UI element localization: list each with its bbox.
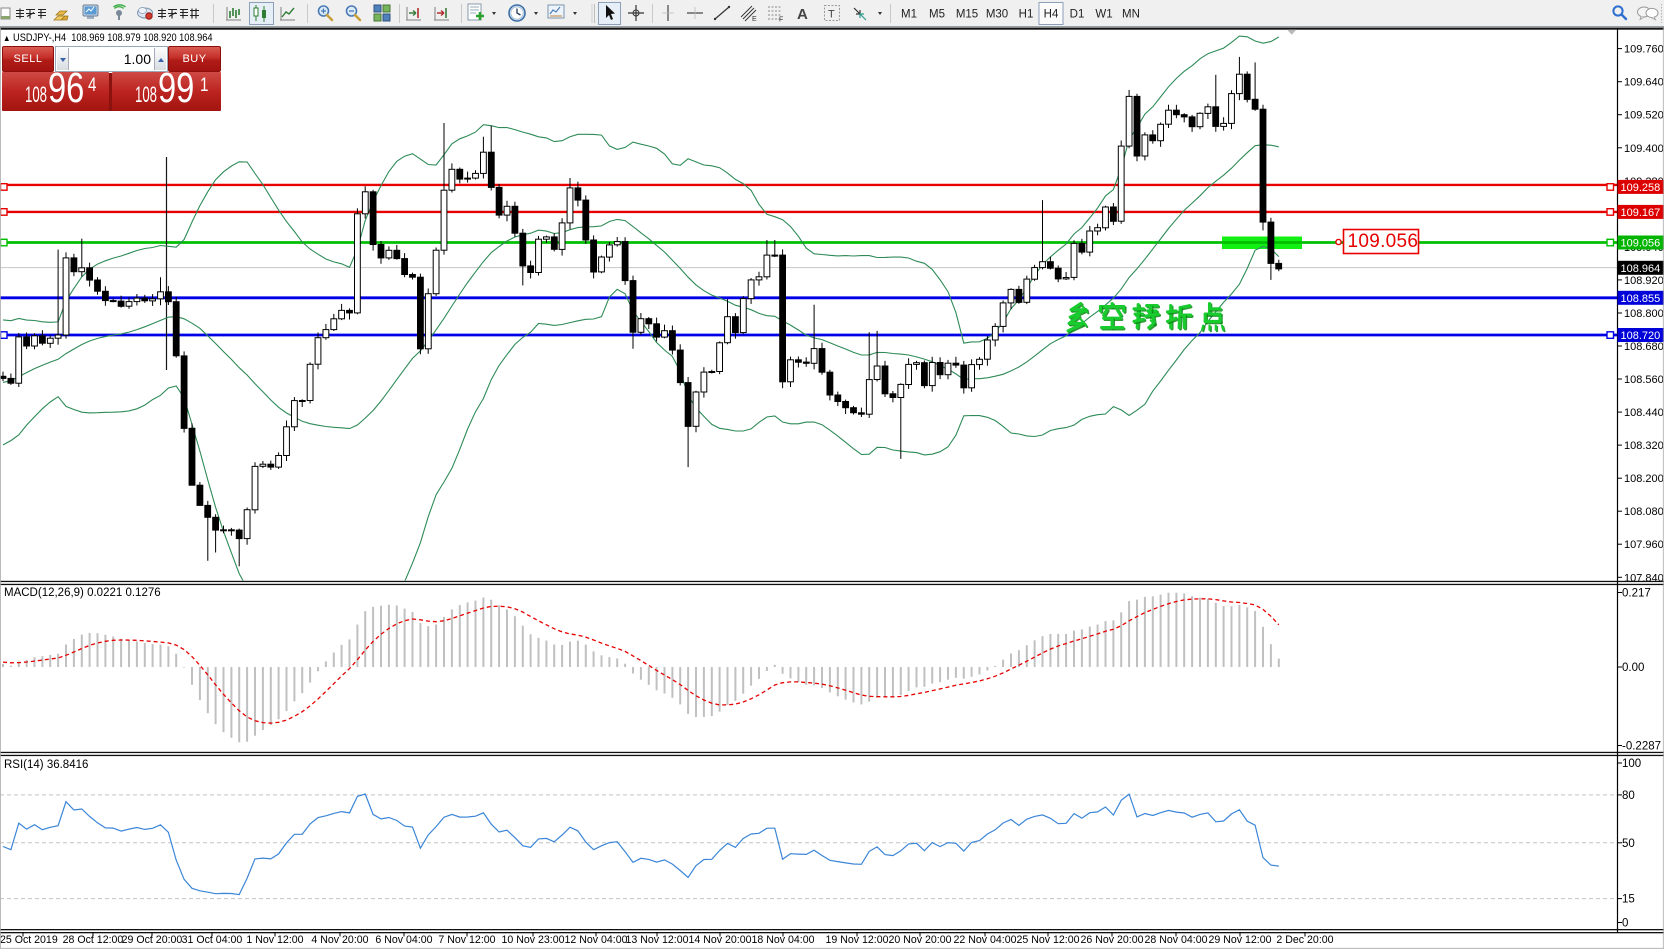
svg-text:26 Nov 20:00: 26 Nov 20:00 (1080, 934, 1143, 946)
svg-text:14 Nov 20:00: 14 Nov 20:00 (688, 934, 751, 946)
svg-text:109.258: 109.258 (1621, 182, 1661, 194)
svg-text:6 Nov 04:00: 6 Nov 04:00 (375, 934, 432, 946)
svg-text:108.560: 108.560 (1624, 374, 1664, 386)
svg-text:13 Nov 12:00: 13 Nov 12:00 (625, 934, 688, 946)
svg-text:MN: MN (1122, 9, 1140, 21)
svg-text:0: 0 (1622, 918, 1628, 930)
svg-text:109.056: 109.056 (1621, 238, 1661, 250)
svg-text:109.400: 109.400 (1624, 143, 1664, 155)
svg-text:31 Oct 04:00: 31 Oct 04:00 (182, 934, 243, 946)
svg-text:50: 50 (1622, 838, 1635, 850)
svg-text:108.800: 108.800 (1624, 308, 1664, 320)
svg-text:4 Nov 20:00: 4 Nov 20:00 (311, 934, 368, 946)
svg-text:109.520: 109.520 (1624, 110, 1664, 122)
svg-text:109.640: 109.640 (1624, 77, 1664, 89)
svg-text:20 Nov 20:00: 20 Nov 20:00 (888, 934, 951, 946)
svg-text:22 Nov 04:00: 22 Nov 04:00 (953, 934, 1016, 946)
svg-text:28 Oct 12:00: 28 Oct 12:00 (63, 934, 124, 946)
svg-text:W1: W1 (1095, 9, 1112, 21)
svg-text:19 Nov 12:00: 19 Nov 12:00 (825, 934, 888, 946)
svg-text:2 Dec 20:00: 2 Dec 20:00 (1276, 934, 1333, 946)
svg-text:109.056: 109.056 (1348, 231, 1419, 252)
svg-text:18 Nov 04:00: 18 Nov 04:00 (751, 934, 814, 946)
svg-text:M15: M15 (956, 9, 978, 21)
svg-text:108.680: 108.680 (1624, 341, 1664, 353)
svg-text:F: F (779, 17, 783, 24)
svg-text:108.080: 108.080 (1624, 506, 1664, 518)
svg-text:E: E (752, 16, 757, 23)
svg-text:107.960: 107.960 (1624, 539, 1664, 551)
svg-text:M30: M30 (986, 9, 1008, 21)
svg-text:28 Nov 04:00: 28 Nov 04:00 (1144, 934, 1207, 946)
svg-text:1 Nov 12:00: 1 Nov 12:00 (246, 934, 303, 946)
svg-text:RSI(14) 36.8416: RSI(14) 36.8416 (4, 759, 88, 771)
svg-text:108.920: 108.920 (1624, 275, 1664, 287)
svg-text:109.167: 109.167 (1621, 207, 1661, 219)
svg-text:108.720: 108.720 (1621, 330, 1661, 342)
svg-text:25 Oct 2019: 25 Oct 2019 (0, 934, 58, 946)
svg-text:15: 15 (1622, 894, 1635, 906)
svg-text:108.855: 108.855 (1621, 293, 1661, 305)
svg-text:T: T (828, 9, 835, 21)
svg-text:107.840: 107.840 (1624, 572, 1664, 584)
svg-text:12 Nov 04:00: 12 Nov 04:00 (564, 934, 627, 946)
svg-text:H1: H1 (1019, 9, 1034, 21)
svg-text:A: A (797, 6, 808, 23)
svg-text:108.440: 108.440 (1624, 407, 1664, 419)
svg-text:7 Nov 12:00: 7 Nov 12:00 (438, 934, 495, 946)
svg-text:108.200: 108.200 (1624, 473, 1664, 485)
svg-text:H4: H4 (1044, 9, 1059, 21)
svg-text:-0.2287: -0.2287 (1622, 741, 1661, 753)
svg-text:0.217: 0.217 (1622, 588, 1651, 600)
svg-text:108.964: 108.964 (1621, 263, 1661, 275)
svg-text:29 Nov 12:00: 29 Nov 12:00 (1208, 934, 1271, 946)
svg-text:29 Oct 20:00: 29 Oct 20:00 (122, 934, 183, 946)
svg-text:M5: M5 (929, 9, 945, 21)
svg-text:108.320: 108.320 (1624, 440, 1664, 452)
svg-text:M1: M1 (901, 9, 917, 21)
svg-text:80: 80 (1622, 790, 1635, 802)
svg-text:D1: D1 (1070, 9, 1085, 21)
svg-text:MACD(12,26,9) 0.0221 0.1276: MACD(12,26,9) 0.0221 0.1276 (4, 587, 161, 599)
svg-text:0.00: 0.00 (1622, 662, 1644, 674)
svg-text:100: 100 (1622, 758, 1641, 770)
svg-text:10 Nov 23:00: 10 Nov 23:00 (501, 934, 564, 946)
svg-text:25 Nov 12:00: 25 Nov 12:00 (1016, 934, 1079, 946)
svg-text:109.760: 109.760 (1624, 44, 1664, 56)
